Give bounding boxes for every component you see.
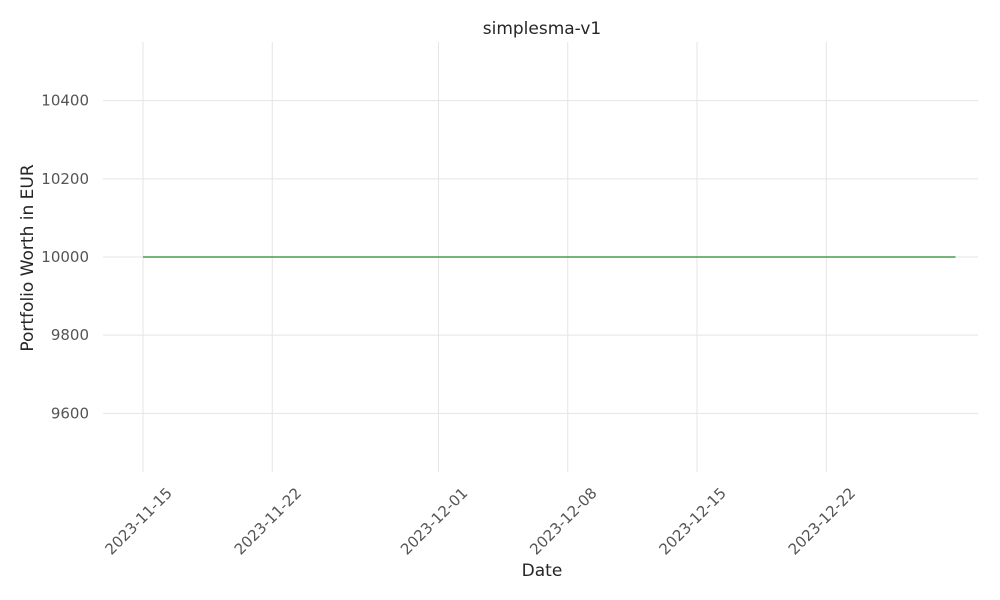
x-axis-label: Date [522,561,563,581]
y-tick-label: 9800 [51,326,89,344]
y-axis-label: Portfolio Worth in EUR [18,164,38,351]
chart-title: simplesma-v1 [483,19,602,39]
y-tick-label: 9600 [51,404,89,422]
y-tick-label: 10000 [41,248,89,266]
y-tick-label: 10400 [41,92,89,110]
y-tick-label: 10200 [41,170,89,188]
